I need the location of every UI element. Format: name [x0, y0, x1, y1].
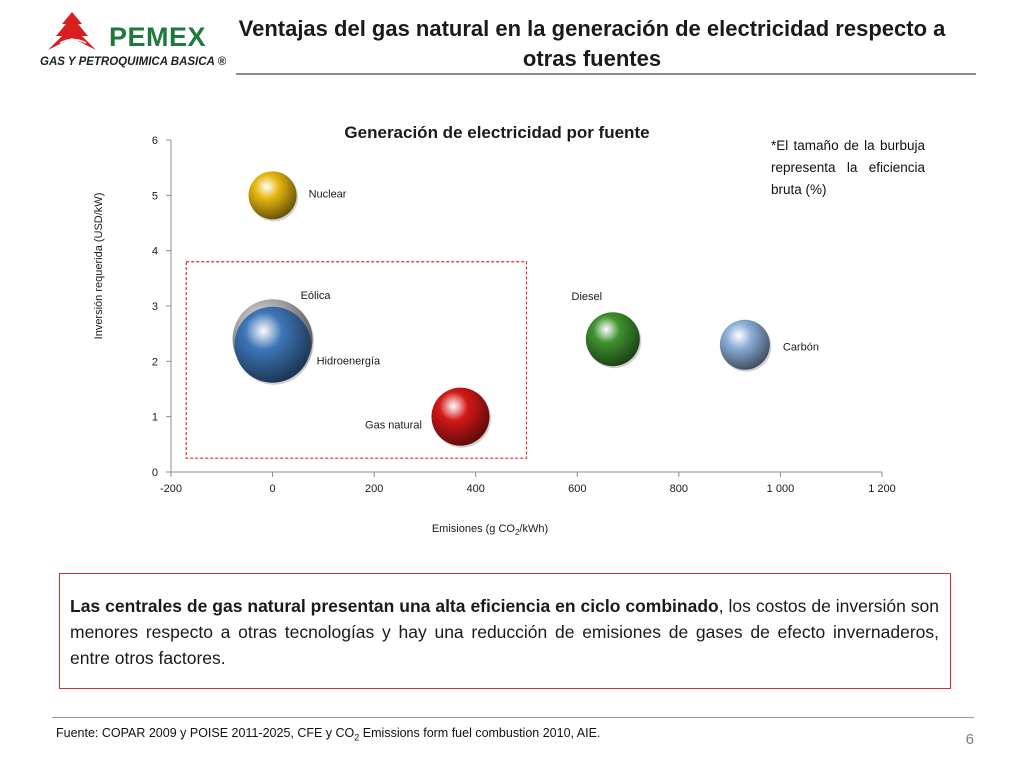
y-tick-label: 1 — [152, 412, 158, 424]
bubble-label-nuclear: Nuclear — [309, 188, 347, 200]
page-number: 6 — [965, 731, 974, 748]
bubble-label-gas-natural: Gas natural — [365, 420, 422, 432]
x-tick-label: 600 — [568, 483, 586, 495]
y-tick-label: 4 — [152, 246, 158, 258]
x-tick-label: 1 200 — [868, 483, 896, 495]
y-tick-label: 2 — [152, 356, 158, 368]
logo-subtitle: GAS Y PETROQUIMICA BASICA ® — [40, 56, 227, 68]
x-tick-label: 800 — [670, 483, 688, 495]
y-tick-label: 6 — [152, 135, 158, 147]
bubble-diesel — [585, 312, 640, 367]
source-text: Fuente: COPAR 2009 y POISE 2011-2025, CF… — [56, 726, 355, 740]
source-text-end: Emissions form fuel combustion 2010, AIE… — [359, 726, 601, 740]
bubble-nuclear — [248, 171, 297, 220]
callout-text: , los costos de inversión son menores re… — [70, 596, 939, 668]
pemex-logo: PEMEX GAS Y PETROQUIMICA BASICA ® — [38, 10, 238, 74]
y-axis-label: Inversión requerida (USD/kW) — [93, 193, 105, 340]
y-tick-label: 3 — [152, 301, 158, 313]
chart-title: Generación de electricidad por fuente — [344, 123, 649, 142]
source-subscript: 2 — [354, 732, 360, 743]
bubble-size-note: *El tamaño de la burbuja representa la e… — [771, 138, 925, 197]
bubble-label-diesel: Diesel — [572, 291, 603, 303]
x-tick-label: 1 000 — [767, 483, 795, 495]
bubble-label-eolica: Eólica — [301, 290, 332, 302]
conclusion-callout: Las centrales de gas natural presentan u… — [59, 573, 951, 689]
bubble-hidroenergia — [234, 306, 311, 383]
x-tick-label: 400 — [467, 483, 485, 495]
bubble-label-carbon: Carbón — [783, 342, 819, 354]
source-note: Fuente: COPAR 2009 y POISE 2011-2025, CF… — [56, 726, 600, 743]
logo-name: PEMEX — [109, 22, 207, 52]
footer-divider — [52, 717, 974, 718]
x-tick-label: 0 — [270, 483, 276, 495]
callout-bold-text: Las centrales de gas natural presentan u… — [70, 596, 719, 616]
bubble-label-hidroenergia: Hidroenergía — [317, 356, 381, 368]
bubble-gas-natural — [431, 387, 490, 446]
pemex-eagle-icon — [48, 12, 96, 50]
y-tick-label: 5 — [152, 190, 158, 202]
x-tick-label: 200 — [365, 483, 383, 495]
y-tick-label: 0 — [152, 467, 158, 479]
bubble-chart: Generación de electricidad por fuente 0 1… — [93, 123, 896, 537]
x-tick-label: -200 — [160, 483, 182, 495]
title-divider — [236, 73, 976, 75]
x-axis-label: Emisiones (g CO2/kWh) — [432, 523, 548, 537]
bubble-carbon — [719, 319, 770, 370]
slide-title: Ventajas del gas natural en la generació… — [238, 16, 946, 71]
highlight-region-box — [185, 261, 528, 459]
